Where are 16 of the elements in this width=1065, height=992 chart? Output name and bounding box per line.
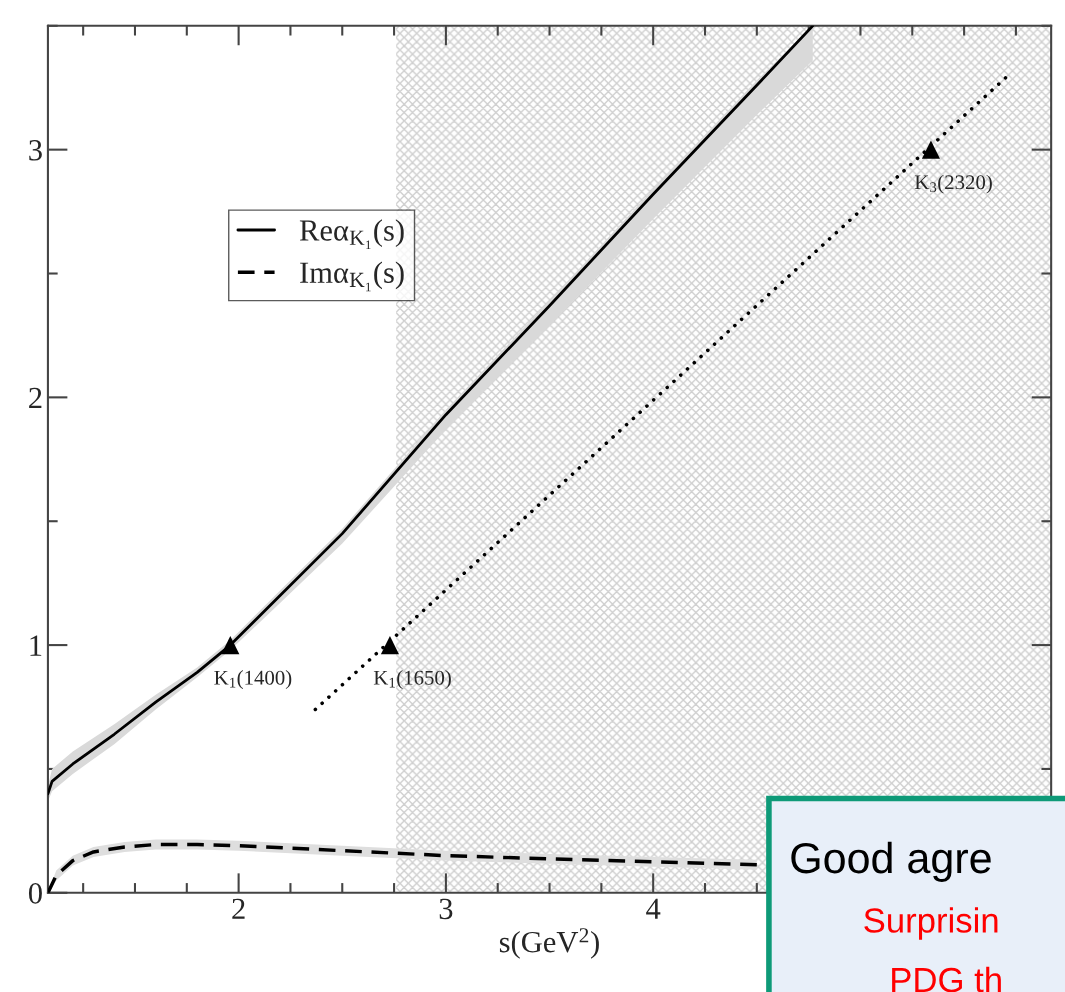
y-tick-label: 3 [29,140,42,161]
annotation: K$_{1}$(1650) [373,670,451,689]
x-axis-title: s(GeV$^{2}$) [499,928,599,959]
y-tick-label: 1 [30,635,42,656]
legend-label: Imα$_{K₁}$(s) [300,261,404,292]
legend-label: Reα$_{K₁}$(s) [299,219,404,249]
annotation: K$_{1}$(1400) [214,670,292,689]
x-tick-label: 2 [232,898,245,919]
y-tick-label: 2 [29,387,42,408]
annotation: K$_{3}$(2320) [914,174,992,194]
x-tick-label: 4 [646,898,661,919]
text: Surprisin [864,907,998,940]
y-tick-label: 0 [28,883,42,904]
annotation: Good agre [791,841,991,882]
text: PDG th [892,966,1001,992]
x-tick-label: 3 [439,898,453,920]
